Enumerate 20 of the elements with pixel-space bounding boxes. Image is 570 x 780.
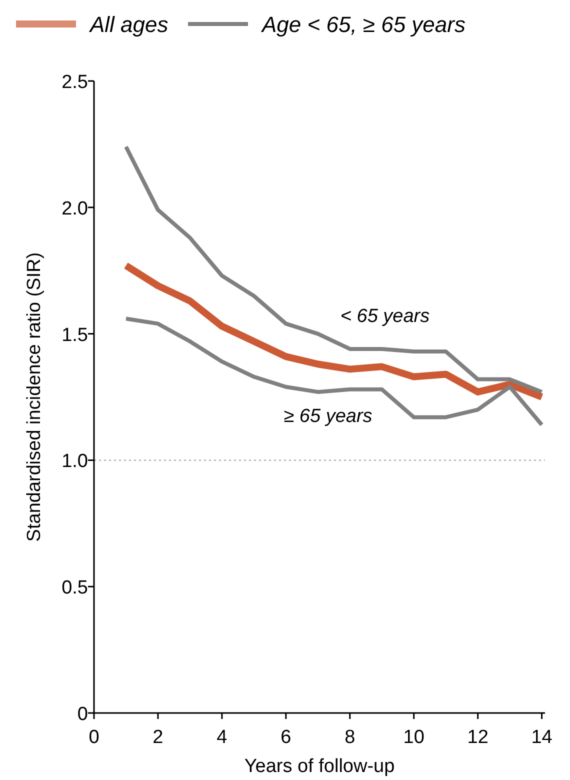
y-tick-label: 2.0 <box>62 198 88 220</box>
annotation: ≥ 65 years <box>284 406 373 427</box>
annotation: < 65 years <box>340 306 430 327</box>
y-tick-label: 1.5 <box>62 324 88 346</box>
line-series <box>124 144 544 394</box>
x-tick-label: 10 <box>403 727 424 748</box>
x-tick-label: 2 <box>152 727 164 748</box>
legend-label: Age < 65, ≥ 65 years <box>260 12 466 37</box>
y-axis-title: Standardised incidence ratio (SIR) <box>24 252 45 542</box>
x-tick-label: 14 <box>531 727 553 748</box>
y-tick-label: 0 <box>77 704 88 725</box>
x-tick-label: 4 <box>216 727 228 748</box>
y-tick-label: 0.5 <box>62 578 88 599</box>
x-axis-title: Years of follow-up <box>244 756 395 777</box>
x-tick-label: 12 <box>467 727 488 748</box>
y-tick-label: 2.5 <box>62 72 88 93</box>
y-tick-label: 1.0 <box>62 451 88 472</box>
legend-label: All ages <box>88 12 168 37</box>
x-tick-label: 6 <box>280 727 292 748</box>
x-tick-label: 8 <box>344 727 356 748</box>
